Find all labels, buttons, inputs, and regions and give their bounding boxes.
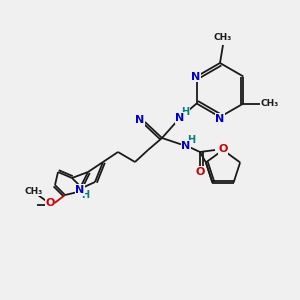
Text: N: N: [182, 141, 190, 151]
Text: N: N: [191, 71, 200, 82]
Text: O: O: [195, 167, 205, 177]
Text: O: O: [218, 144, 228, 154]
Text: CH₃: CH₃: [214, 32, 232, 41]
Text: N: N: [135, 115, 145, 125]
Text: H: H: [81, 190, 89, 200]
Text: N: N: [215, 114, 225, 124]
Text: N: N: [176, 113, 184, 123]
Text: CH₃: CH₃: [25, 187, 43, 196]
Text: H: H: [187, 135, 195, 145]
Text: H: H: [181, 107, 189, 117]
Text: CH₃: CH₃: [260, 99, 278, 108]
Text: N: N: [75, 185, 85, 195]
Text: O: O: [45, 198, 55, 208]
